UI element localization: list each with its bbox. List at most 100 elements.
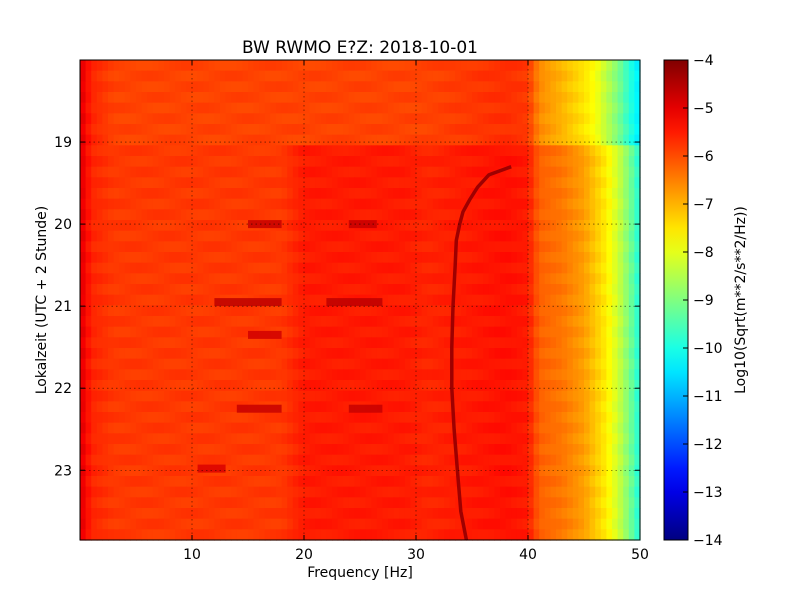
- heatmap-cell: [248, 337, 255, 349]
- heatmap-cell: [505, 412, 512, 424]
- heatmap-cell: [371, 273, 378, 285]
- heatmap-cell: [236, 252, 243, 264]
- heatmap-cell: [483, 188, 490, 200]
- heatmap-cell: [309, 156, 316, 168]
- heatmap-cell: [175, 401, 182, 413]
- heatmap-cell: [494, 444, 501, 456]
- heatmap-cell: [192, 433, 199, 445]
- heatmap-cell: [376, 102, 383, 114]
- heatmap-cell: [567, 156, 574, 168]
- heatmap-cell: [416, 198, 423, 210]
- heatmap-cell: [460, 134, 467, 146]
- heatmap-cell: [421, 401, 428, 413]
- heatmap-cell: [214, 518, 221, 530]
- heatmap-cell: [147, 358, 154, 370]
- heatmap-cell: [410, 188, 417, 200]
- heatmap-cell: [483, 198, 490, 210]
- heatmap-cell: [410, 433, 417, 445]
- heatmap-cell: [197, 102, 204, 114]
- heatmap-cell: [500, 113, 507, 125]
- heatmap-cell: [96, 241, 103, 253]
- heatmap-cell: [276, 380, 283, 392]
- heatmap-cell: [455, 305, 462, 317]
- heatmap-cell: [130, 70, 137, 82]
- heatmap-cell: [416, 134, 423, 146]
- heatmap-cell: [242, 92, 249, 104]
- heatmap-cell: [298, 476, 305, 488]
- heatmap-cell: [533, 134, 540, 146]
- heatmap-cell: [606, 422, 613, 434]
- heatmap-cell: [264, 390, 271, 402]
- heatmap-cell: [393, 156, 400, 168]
- heatmap-cell: [164, 124, 171, 136]
- heatmap-cell: [505, 348, 512, 360]
- heatmap-cell: [600, 337, 607, 349]
- heatmap-cell: [393, 401, 400, 413]
- heatmap-cell: [152, 220, 159, 232]
- heatmap-cell: [371, 209, 378, 221]
- heatmap-cell: [236, 60, 243, 72]
- heatmap-cell: [130, 252, 137, 264]
- heatmap-cell: [416, 358, 423, 370]
- heatmap-cell: [505, 177, 512, 189]
- heatmap-cell: [516, 166, 523, 178]
- heatmap-cell: [432, 476, 439, 488]
- heatmap-cell: [326, 444, 333, 456]
- heatmap-cell: [500, 156, 507, 168]
- heatmap-cell: [556, 145, 563, 157]
- heatmap-cell: [192, 273, 199, 285]
- heatmap-cell: [298, 92, 305, 104]
- heatmap-cell: [287, 518, 294, 530]
- heatmap-cell: [85, 422, 92, 434]
- heatmap-cell: [248, 241, 255, 253]
- heatmap-cell: [231, 486, 238, 498]
- heatmap-cell: [438, 412, 445, 424]
- heatmap-cell: [309, 209, 316, 221]
- heatmap-cell: [539, 124, 546, 136]
- heatmap-cell: [393, 497, 400, 509]
- heatmap-cell: [410, 497, 417, 509]
- heatmap-cell: [259, 262, 266, 274]
- heatmap-cell: [309, 476, 316, 488]
- heatmap-cell: [332, 177, 339, 189]
- heatmap-cell: [242, 305, 249, 317]
- heatmap-cell: [326, 508, 333, 520]
- heatmap-cell: [612, 92, 619, 104]
- heatmap-cell: [80, 220, 87, 232]
- heatmap-cell: [460, 92, 467, 104]
- heatmap-cell: [595, 358, 602, 370]
- heatmap-cell: [304, 316, 311, 328]
- heatmap-cell: [225, 422, 232, 434]
- heatmap-cell: [180, 81, 187, 93]
- heatmap-cell: [600, 326, 607, 338]
- heatmap-cell: [180, 230, 187, 242]
- heatmap-cell: [124, 476, 131, 488]
- heatmap-cell: [365, 113, 372, 125]
- heatmap-cell: [169, 358, 176, 370]
- heatmap-cell: [539, 220, 546, 232]
- grid-lines: [80, 60, 640, 540]
- heatmap-cell: [147, 465, 154, 477]
- heatmap-cell: [298, 337, 305, 349]
- heatmap-cell: [315, 486, 322, 498]
- heatmap-cell: [567, 390, 574, 402]
- heatmap-cell: [169, 134, 176, 146]
- heatmap-cell: [488, 358, 495, 370]
- heatmap-cell: [242, 113, 249, 125]
- heatmap-cell: [399, 166, 406, 178]
- heatmap-cell: [225, 166, 232, 178]
- colorbar-tick-label: −7: [693, 197, 714, 213]
- heatmap-cell: [309, 444, 316, 456]
- heatmap-cell: [617, 454, 624, 466]
- heatmap-cell: [606, 198, 613, 210]
- heatmap-cell: [236, 198, 243, 210]
- heatmap-cell: [477, 390, 484, 402]
- heatmap-cell: [393, 508, 400, 520]
- heatmap-cell: [427, 476, 434, 488]
- heatmap-cell: [320, 209, 327, 221]
- heatmap-cell: [382, 390, 389, 402]
- heatmap-cell: [136, 348, 143, 360]
- heatmap-cell: [197, 284, 204, 296]
- heatmap-cell: [337, 465, 344, 477]
- heatmap-cell: [80, 230, 87, 242]
